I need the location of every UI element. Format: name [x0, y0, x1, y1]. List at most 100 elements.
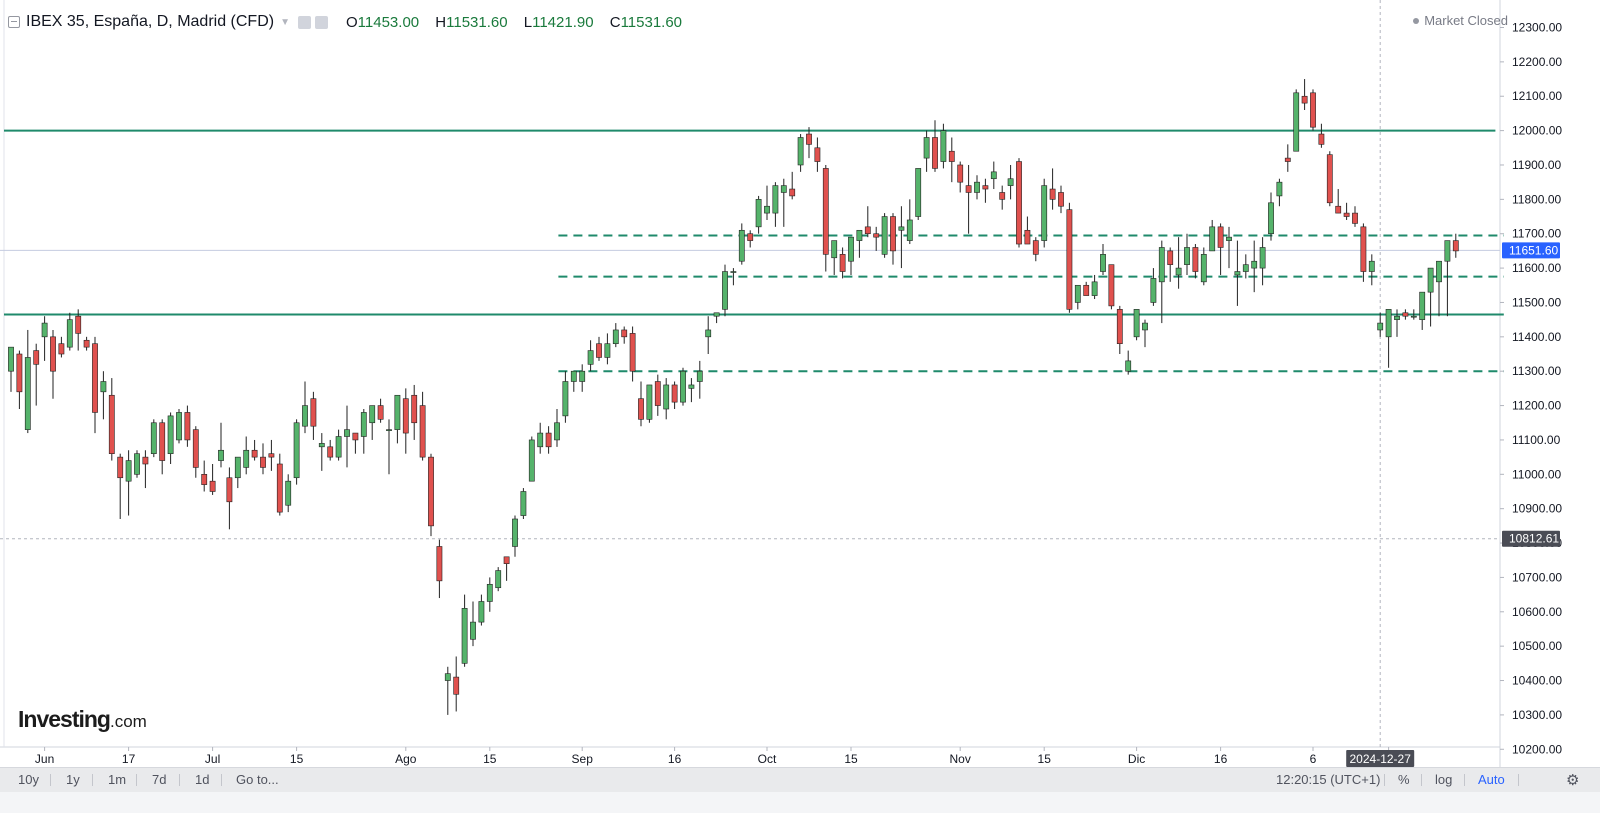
- candle[interactable]: [1108, 264, 1115, 310]
- candle[interactable]: [1100, 244, 1106, 275]
- candle[interactable]: [1268, 192, 1274, 241]
- candle[interactable]: [948, 137, 955, 183]
- candle[interactable]: [1142, 319, 1148, 348]
- candle[interactable]: [1007, 164, 1014, 200]
- candle[interactable]: [16, 350, 23, 410]
- candle[interactable]: [1226, 226, 1232, 269]
- candle[interactable]: [1158, 240, 1165, 324]
- goto-date-button[interactable]: Go to...: [236, 772, 279, 787]
- candle[interactable]: [1402, 309, 1409, 320]
- candle[interactable]: [923, 130, 930, 172]
- candle[interactable]: [570, 370, 577, 392]
- candle[interactable]: [486, 577, 493, 612]
- candle[interactable]: [327, 439, 334, 461]
- candle[interactable]: [747, 230, 754, 248]
- candle[interactable]: [8, 346, 14, 392]
- candle[interactable]: [411, 384, 418, 440]
- candle[interactable]: [974, 175, 980, 200]
- candle[interactable]: [1284, 144, 1291, 172]
- candle[interactable]: [1394, 309, 1400, 337]
- candle[interactable]: [957, 161, 964, 193]
- candle[interactable]: [1242, 254, 1249, 279]
- gear-icon[interactable]: ⚙: [1566, 772, 1580, 789]
- candle[interactable]: [890, 213, 896, 265]
- candle[interactable]: [50, 329, 56, 399]
- candle[interactable]: [1326, 151, 1333, 207]
- candle[interactable]: [302, 381, 308, 434]
- candle[interactable]: [293, 419, 300, 485]
- candle[interactable]: [1133, 309, 1140, 341]
- clock-timezone[interactable]: 12:20:15 (UTC+1): [1276, 772, 1381, 787]
- candle[interactable]: [1167, 247, 1174, 282]
- chevron-down-icon[interactable]: ▼: [280, 16, 290, 28]
- visibility-icon[interactable]: [298, 15, 311, 29]
- candle[interactable]: [276, 453, 283, 516]
- settings-icon[interactable]: [315, 15, 328, 29]
- candle[interactable]: [562, 371, 569, 423]
- candle[interactable]: [730, 268, 737, 286]
- candle[interactable]: [1444, 240, 1451, 317]
- candle[interactable]: [453, 656, 460, 712]
- candle[interactable]: [1024, 216, 1031, 245]
- candle[interactable]: [251, 439, 258, 461]
- candle[interactable]: [386, 419, 392, 475]
- candle[interactable]: [1377, 312, 1384, 337]
- candle[interactable]: [234, 456, 241, 489]
- candle[interactable]: [1091, 274, 1098, 300]
- candle[interactable]: [772, 182, 779, 227]
- candle[interactable]: [848, 236, 854, 275]
- candle[interactable]: [764, 185, 770, 220]
- candle[interactable]: [125, 450, 132, 516]
- candle[interactable]: [1360, 223, 1367, 282]
- candle[interactable]: [142, 450, 149, 489]
- candle[interactable]: [696, 360, 703, 399]
- candle[interactable]: [520, 488, 527, 519]
- candle[interactable]: [654, 374, 661, 416]
- candle[interactable]: [1049, 168, 1056, 210]
- candle[interactable]: [83, 336, 90, 351]
- candle[interactable]: [41, 316, 48, 361]
- log-scale-button[interactable]: log: [1435, 772, 1453, 787]
- candle[interactable]: [150, 419, 157, 458]
- candle[interactable]: [579, 364, 586, 392]
- candle[interactable]: [621, 326, 628, 344]
- candle[interactable]: [100, 371, 107, 420]
- candle[interactable]: [1074, 284, 1081, 310]
- candle[interactable]: [1301, 79, 1308, 110]
- candle[interactable]: [932, 120, 938, 172]
- candle[interactable]: [713, 312, 720, 324]
- candle[interactable]: [176, 409, 182, 444]
- candle[interactable]: [226, 467, 233, 530]
- candle[interactable]: [310, 391, 317, 440]
- candle[interactable]: [814, 137, 821, 172]
- candle[interactable]: [797, 134, 804, 172]
- candle[interactable]: [24, 329, 31, 434]
- candle[interactable]: [1368, 254, 1375, 286]
- timeframe-7d-button[interactable]: 7d: [152, 772, 167, 787]
- candle[interactable]: [1016, 158, 1022, 248]
- candle[interactable]: [184, 405, 191, 447]
- candle[interactable]: [881, 213, 888, 258]
- candle[interactable]: [738, 223, 745, 265]
- candle[interactable]: [1150, 268, 1157, 306]
- candle[interactable]: [209, 463, 216, 495]
- candle[interactable]: [1125, 350, 1132, 375]
- candle[interactable]: [444, 666, 451, 715]
- candle[interactable]: [92, 336, 98, 434]
- candle[interactable]: [1184, 233, 1190, 275]
- candle[interactable]: [1116, 305, 1123, 355]
- candle[interactable]: [1343, 202, 1350, 220]
- timeframe-1y-button[interactable]: 1y: [66, 772, 80, 787]
- candle[interactable]: [982, 178, 989, 203]
- candle[interactable]: [822, 164, 829, 272]
- candle[interactable]: [461, 594, 468, 667]
- candle[interactable]: [1293, 89, 1300, 152]
- candle[interactable]: [545, 426, 552, 454]
- candle[interactable]: [671, 381, 678, 410]
- candle[interactable]: [856, 229, 863, 258]
- candle[interactable]: [688, 378, 695, 403]
- candle[interactable]: [344, 405, 350, 468]
- candle[interactable]: [1436, 260, 1442, 317]
- candle[interactable]: [554, 409, 560, 447]
- candle[interactable]: [999, 185, 1006, 210]
